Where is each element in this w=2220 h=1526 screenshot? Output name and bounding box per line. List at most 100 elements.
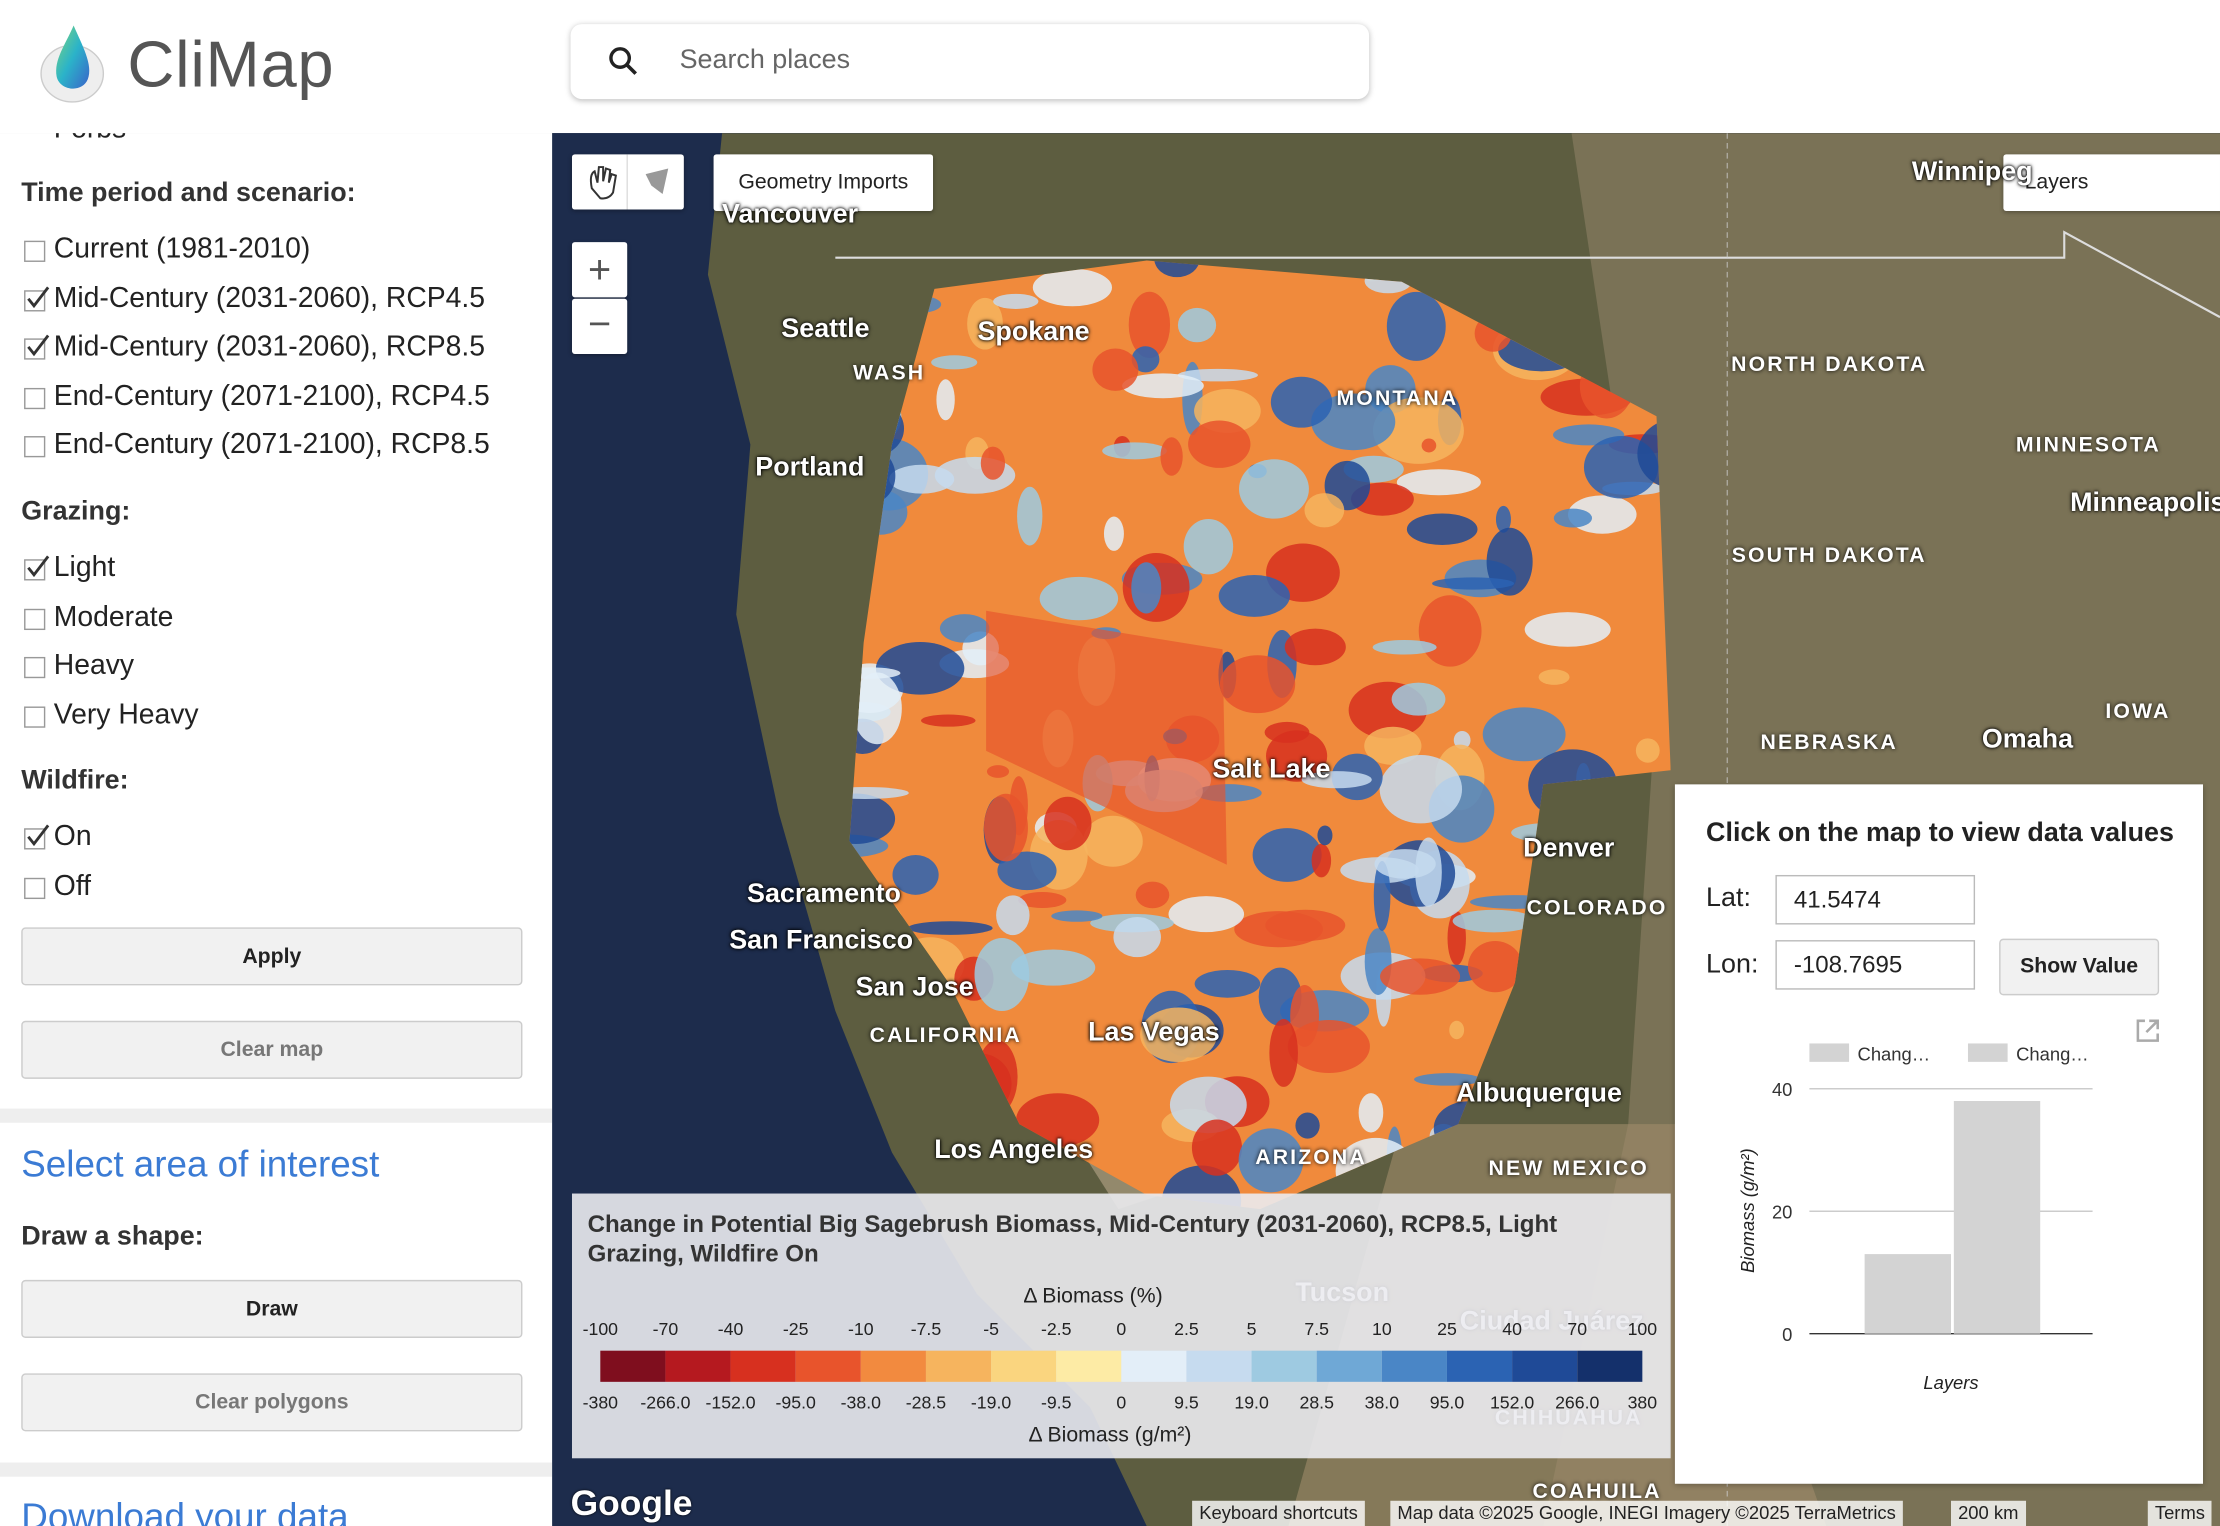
option-label[interactable]: Light — [53, 552, 116, 584]
city-label: Portland — [755, 453, 865, 483]
clear-map-button[interactable]: Clear map — [21, 1020, 523, 1079]
checkbox[interactable] — [24, 387, 46, 409]
option-label[interactable]: Very Heavy — [53, 699, 199, 731]
google-logo: Google — [570, 1483, 693, 1524]
legend-label: -10 — [848, 1319, 874, 1340]
region-label: WASH — [853, 361, 926, 386]
group-title: Grazing: — [21, 496, 131, 527]
attribution: Map data ©2025 Google, INEGI Imagery ©20… — [1390, 1500, 1903, 1526]
option-label[interactable]: Current (1981-2010) — [53, 233, 311, 265]
legend-label: -38.0 — [840, 1393, 881, 1413]
legend-label: Chang… — [1858, 1043, 1931, 1064]
region-label: IOWA — [2105, 699, 2171, 724]
lat-input[interactable]: 41.5474 — [1775, 874, 1976, 925]
popout-icon[interactable] — [2134, 1017, 2162, 1045]
layers-button[interactable]: Layers — [2003, 154, 2220, 211]
checkbox[interactable] — [24, 436, 46, 458]
checkbox[interactable] — [24, 877, 46, 899]
show-value-button[interactable]: Show Value — [1999, 938, 2160, 996]
inspector-panel: Click on the map to view data values Lat… — [1674, 784, 2204, 1484]
sidebar: Forbs Apply Clear map Select area of int… — [0, 133, 553, 1526]
group-title: Time period and scenario: — [21, 178, 356, 209]
checkbox[interactable] — [24, 334, 50, 360]
option-label[interactable]: Mid-Century (2031-2060), RCP4.5 — [53, 282, 486, 314]
geometry-imports[interactable]: Geometry Imports — [713, 154, 934, 211]
option-label[interactable]: End-Century (2071-2100), RCP8.5 — [53, 429, 490, 461]
legend-label: 152.0 — [1489, 1393, 1535, 1413]
legend-swatch — [1251, 1350, 1317, 1382]
legend-label: 0 — [1116, 1393, 1127, 1413]
y-axis-title: Biomass (g/m²) — [1737, 1148, 1758, 1273]
region-label: NEBRASKA — [1760, 730, 1898, 755]
zoom-out[interactable]: − — [571, 298, 628, 354]
draw-tools[interactable] — [571, 154, 684, 210]
legend-label: 28.5 — [1299, 1393, 1334, 1413]
legend-swatch — [1056, 1350, 1122, 1382]
legend-label: -95.0 — [775, 1393, 816, 1413]
separator — [0, 1108, 553, 1123]
city-label: Minneapolis — [2070, 488, 2220, 519]
checkbox[interactable] — [24, 706, 46, 728]
checkbox[interactable] — [24, 285, 50, 311]
x-axis-title: Layers — [1923, 1372, 1978, 1393]
section-title: Download your data — [21, 1495, 349, 1526]
attribution[interactable]: Keyboard shortcuts — [1192, 1500, 1365, 1526]
scale-bar: 200 km — [1950, 1500, 2026, 1526]
lon-input[interactable]: -108.7695 — [1775, 940, 1976, 990]
legend-label: 25 — [1437, 1319, 1457, 1340]
search-box[interactable]: Search places — [570, 24, 1370, 100]
option-label[interactable]: Heavy — [53, 650, 135, 682]
region-label: SOUTH DAKOTA — [1731, 543, 1927, 568]
legend-label: 2.5 — [1174, 1319, 1199, 1340]
legend-label: 100 — [1627, 1319, 1658, 1340]
section-title: Select area of interest — [21, 1142, 380, 1186]
option-label[interactable]: End-Century (2071-2100), RCP4.5 — [53, 380, 490, 412]
legend-label: Chang… — [2016, 1043, 2089, 1064]
legend-label: 9.5 — [1174, 1393, 1199, 1413]
zoom-in[interactable]: + — [571, 242, 628, 298]
city-label: Salt Lake — [1212, 754, 1331, 785]
legend-swatch — [1381, 1350, 1447, 1382]
legend-swatch — [1577, 1350, 1643, 1382]
legend-label: -2.5 — [1040, 1319, 1072, 1340]
region-label: MINNESOTA — [2015, 433, 2161, 458]
option-label[interactable]: Mid-Century (2031-2060), RCP8.5 — [53, 331, 486, 363]
legend-label: -28.5 — [905, 1393, 947, 1413]
draw-title: Draw a shape: — [21, 1221, 204, 1252]
draw-button[interactable]: Draw — [21, 1279, 523, 1338]
legend-axis-title: Δ Biomass (%) — [1023, 1284, 1163, 1309]
terms-link[interactable]: Terms — [2147, 1500, 2213, 1526]
legend-swatch — [795, 1350, 861, 1382]
search-icon — [609, 47, 638, 75]
city-label: San Jose — [855, 972, 974, 1003]
option-label[interactable]: Moderate — [53, 601, 174, 633]
apply-button[interactable]: Apply — [21, 927, 523, 986]
partial-option: Forbs — [54, 133, 126, 146]
checkbox[interactable] — [24, 608, 46, 630]
legend-swatch — [1512, 1350, 1578, 1382]
region-label: NORTH DAKOTA — [1731, 352, 1928, 377]
checkbox[interactable] — [24, 657, 46, 679]
legend-swatch — [1316, 1350, 1382, 1382]
region-label: ARIZONA — [1255, 1145, 1367, 1170]
legend-label: 70 — [1567, 1319, 1588, 1340]
inspector-title: Click on the map to view data values — [1706, 818, 2174, 849]
legend-label: -5 — [983, 1319, 999, 1340]
city-label: Denver — [1523, 833, 1615, 864]
option-label[interactable]: Off — [53, 870, 92, 902]
legend-swatch — [1967, 1043, 2008, 1062]
logo-icon — [40, 25, 105, 103]
drawn-polygon — [986, 610, 1227, 865]
lat-label: Lat: — [1706, 883, 1751, 914]
bar — [1864, 1254, 1951, 1334]
checkbox[interactable] — [24, 240, 46, 262]
clear-polygons-button[interactable]: Clear polygons — [21, 1373, 523, 1432]
region-label: COLORADO — [1526, 896, 1668, 921]
legend-swatch — [925, 1350, 992, 1382]
checkbox[interactable] — [24, 824, 50, 850]
checkbox[interactable] — [24, 555, 50, 581]
option-label[interactable]: On — [53, 821, 92, 853]
legend-label: -266.0 — [640, 1393, 691, 1413]
